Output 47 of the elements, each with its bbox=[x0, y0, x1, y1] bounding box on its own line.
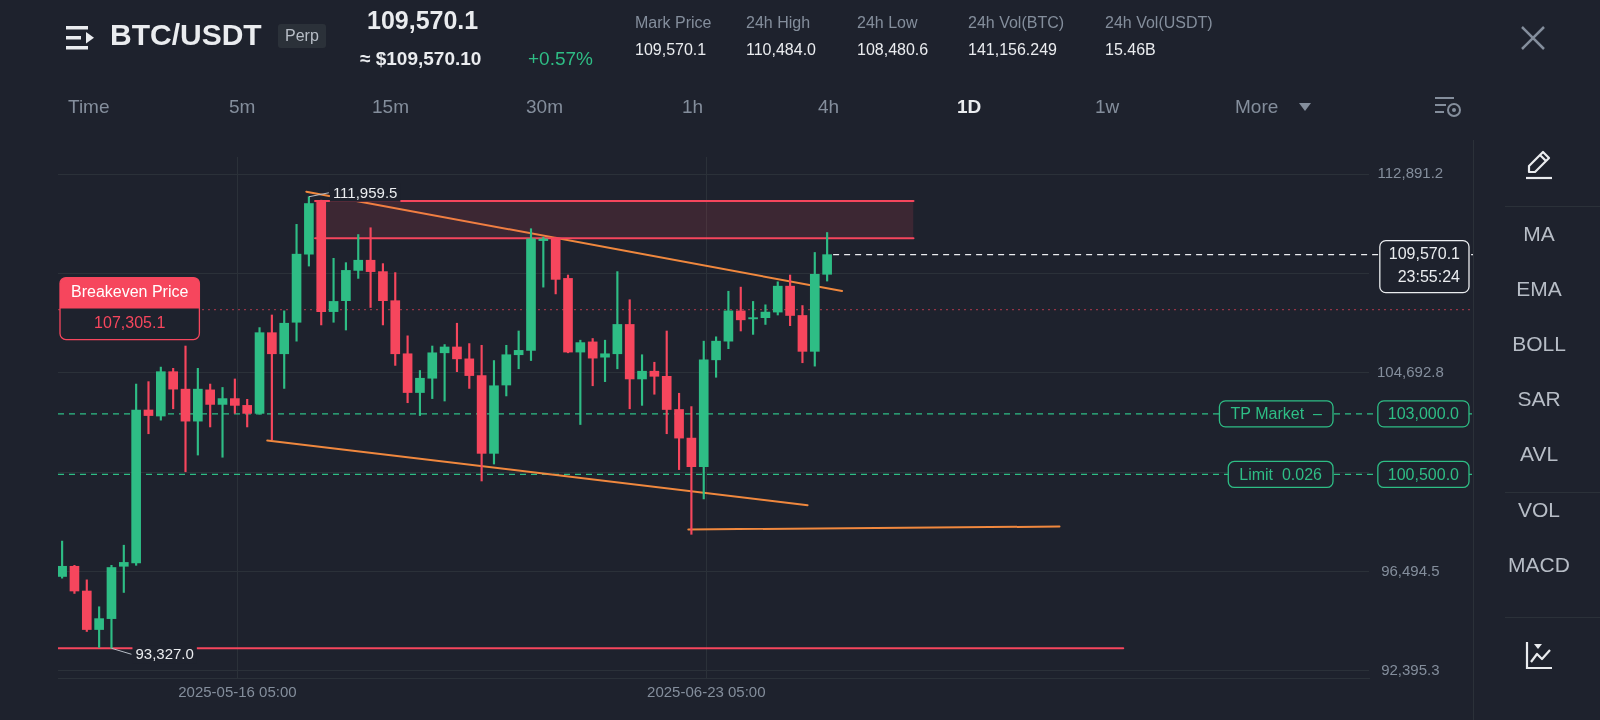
y-tick-label: 92,395.3 bbox=[1381, 660, 1440, 678]
text: VOL bbox=[1517, 498, 1561, 522]
text: TP Market – 103,000.0 bbox=[1230, 405, 1459, 423]
text: 24h Low bbox=[857, 14, 918, 32]
text: 1h bbox=[682, 96, 704, 118]
x-tick-label: 2025-06-23 05:00 bbox=[647, 683, 766, 701]
annotation: 93,327.0 bbox=[135, 645, 194, 663]
candlestick bbox=[760, 304, 771, 325]
y-tick-label: 104,692.8 bbox=[1377, 362, 1444, 380]
chart-title: BTC/USDT bbox=[110, 18, 262, 52]
y-tick-label: 96,494.5 bbox=[1381, 561, 1440, 579]
annotation: 111,959.5 bbox=[332, 183, 398, 201]
text: 24h Vol(BTC) bbox=[968, 14, 1065, 32]
text: 30m bbox=[526, 96, 563, 118]
text: 24h High bbox=[746, 14, 811, 32]
text: 109,570.1 bbox=[367, 6, 479, 35]
candlestick bbox=[328, 257, 339, 323]
text: EMA bbox=[1516, 277, 1562, 301]
text: BOLL bbox=[1512, 332, 1566, 356]
x-tick-label: 2025-05-16 05:00 bbox=[178, 683, 297, 701]
ref-line-label: Breakeven Price 107,305.1 bbox=[71, 283, 189, 332]
text: +0.57% bbox=[528, 48, 593, 70]
text: Mark Price bbox=[635, 14, 712, 32]
text: 141,156.249 bbox=[968, 41, 1057, 59]
text: 1D bbox=[957, 96, 982, 118]
text: ≈ $109,570.10 bbox=[360, 48, 482, 70]
chart-subtitle: Perp bbox=[278, 24, 326, 48]
text: SAR bbox=[1517, 387, 1561, 411]
text: 4h bbox=[818, 96, 840, 118]
ref-line-label: 109,570.1 23:55:24 bbox=[1388, 245, 1461, 286]
text: MACD bbox=[1508, 553, 1570, 577]
text: 110,484.0 bbox=[746, 41, 816, 59]
text: 109,570.1 bbox=[635, 41, 707, 59]
text: Time bbox=[68, 96, 110, 118]
text: 1w bbox=[1095, 96, 1120, 118]
text: More bbox=[1235, 96, 1279, 118]
text: AVL bbox=[1519, 442, 1559, 466]
candlestick bbox=[143, 381, 154, 435]
text: 15m bbox=[372, 96, 409, 118]
text: 15.46B bbox=[1105, 41, 1156, 59]
text: 108,480.6 bbox=[857, 41, 929, 59]
text: MA bbox=[1523, 222, 1555, 246]
text: Limit 0.026 100,500.0 bbox=[1239, 465, 1459, 483]
y-tick-label: 112,891.2 bbox=[1377, 164, 1444, 182]
candlestick bbox=[180, 345, 191, 473]
text: 5m bbox=[229, 96, 256, 118]
text: 24h Vol(USDT) bbox=[1105, 14, 1213, 32]
